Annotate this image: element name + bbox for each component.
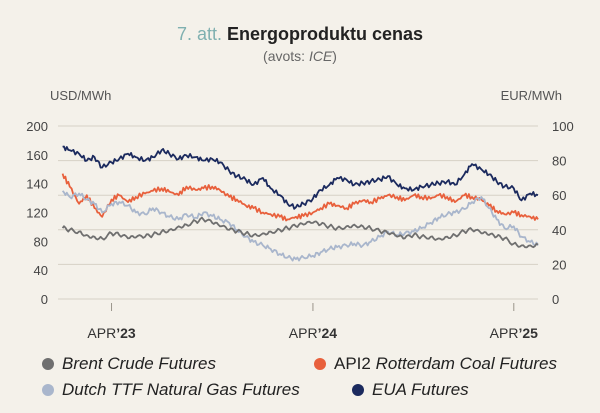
legend-label-ttf: Dutch TTF Natural Gas Futures xyxy=(62,380,300,399)
subtitle-suffix: ) xyxy=(332,48,337,64)
x-tick-label: APR’24 xyxy=(289,325,337,341)
x-tick-label: APR’23 xyxy=(87,325,135,341)
right-axis-ticks: 100 80 60 40 20 0 xyxy=(552,119,574,307)
figure-title: Energoproduktu cenas xyxy=(227,24,424,44)
legend-swatch-eua xyxy=(352,384,364,396)
chart-subtitle: (avots: ICE) xyxy=(0,48,600,64)
legend-label-eua: EUA Futures xyxy=(372,380,469,399)
series-line-api2-rotterdam-coal-futures xyxy=(61,173,539,222)
left-tick-label: 0 xyxy=(41,292,48,307)
right-tick-label: 100 xyxy=(552,119,574,134)
legend-label-coal-suffix: Rotterdam Coal Futures xyxy=(370,354,557,373)
subtitle-prefix: (avots: xyxy=(263,48,309,64)
right-tick-label: 40 xyxy=(552,223,566,238)
chart-title: 7. att. Energoproduktu cenas xyxy=(0,24,600,44)
left-tick-label: 40 xyxy=(34,263,48,278)
legend-item-brent: Brent Crude Futures xyxy=(42,354,216,374)
series-line-dutch-ttf-natural-gas-futures xyxy=(61,190,539,262)
right-tick-label: 20 xyxy=(552,257,566,272)
figure-number: 7. att. xyxy=(176,24,222,44)
legend-label-coal: API2 Rotterdam Coal Futures xyxy=(334,354,557,374)
x-tick-label: APR’25 xyxy=(490,325,538,341)
right-tick-label: 60 xyxy=(552,188,566,203)
left-axis-ticks: 200 160 140 120 80 40 0 xyxy=(26,119,48,307)
left-tick-label: 120 xyxy=(26,206,48,221)
series-line-eua-futures xyxy=(62,145,539,210)
legend-swatch-brent xyxy=(42,358,54,370)
right-tick-label: 80 xyxy=(552,154,566,169)
left-tick-label: 80 xyxy=(34,234,48,249)
legend-label-coal-prefix: API2 xyxy=(334,354,371,373)
series-line-brent-crude-futures xyxy=(61,216,539,249)
series-lines xyxy=(61,145,539,262)
legend-item-eua: EUA Futures xyxy=(352,380,469,400)
right-tick-label: 0 xyxy=(552,292,559,307)
subtitle-source: ICE xyxy=(308,48,333,64)
right-axis-unit: EUR/MWh xyxy=(500,88,562,103)
left-tick-label: 160 xyxy=(26,148,48,163)
legend-swatch-coal xyxy=(314,358,326,370)
legend-item-ttf: Dutch TTF Natural Gas Futures xyxy=(42,380,300,400)
legend: Brent Crude Futures API2 Rotterdam Coal … xyxy=(0,354,600,410)
gridlines xyxy=(58,125,538,300)
left-tick-label: 140 xyxy=(26,177,48,192)
x-axis-ticks: APR’23 APR’24 APR’25 xyxy=(87,303,538,341)
left-axis-unit: USD/MWh xyxy=(50,88,112,103)
left-tick-label: 200 xyxy=(26,119,48,134)
legend-item-coal: API2 Rotterdam Coal Futures xyxy=(314,354,557,374)
legend-swatch-ttf xyxy=(42,384,54,396)
legend-label-brent: Brent Crude Futures xyxy=(62,354,217,373)
